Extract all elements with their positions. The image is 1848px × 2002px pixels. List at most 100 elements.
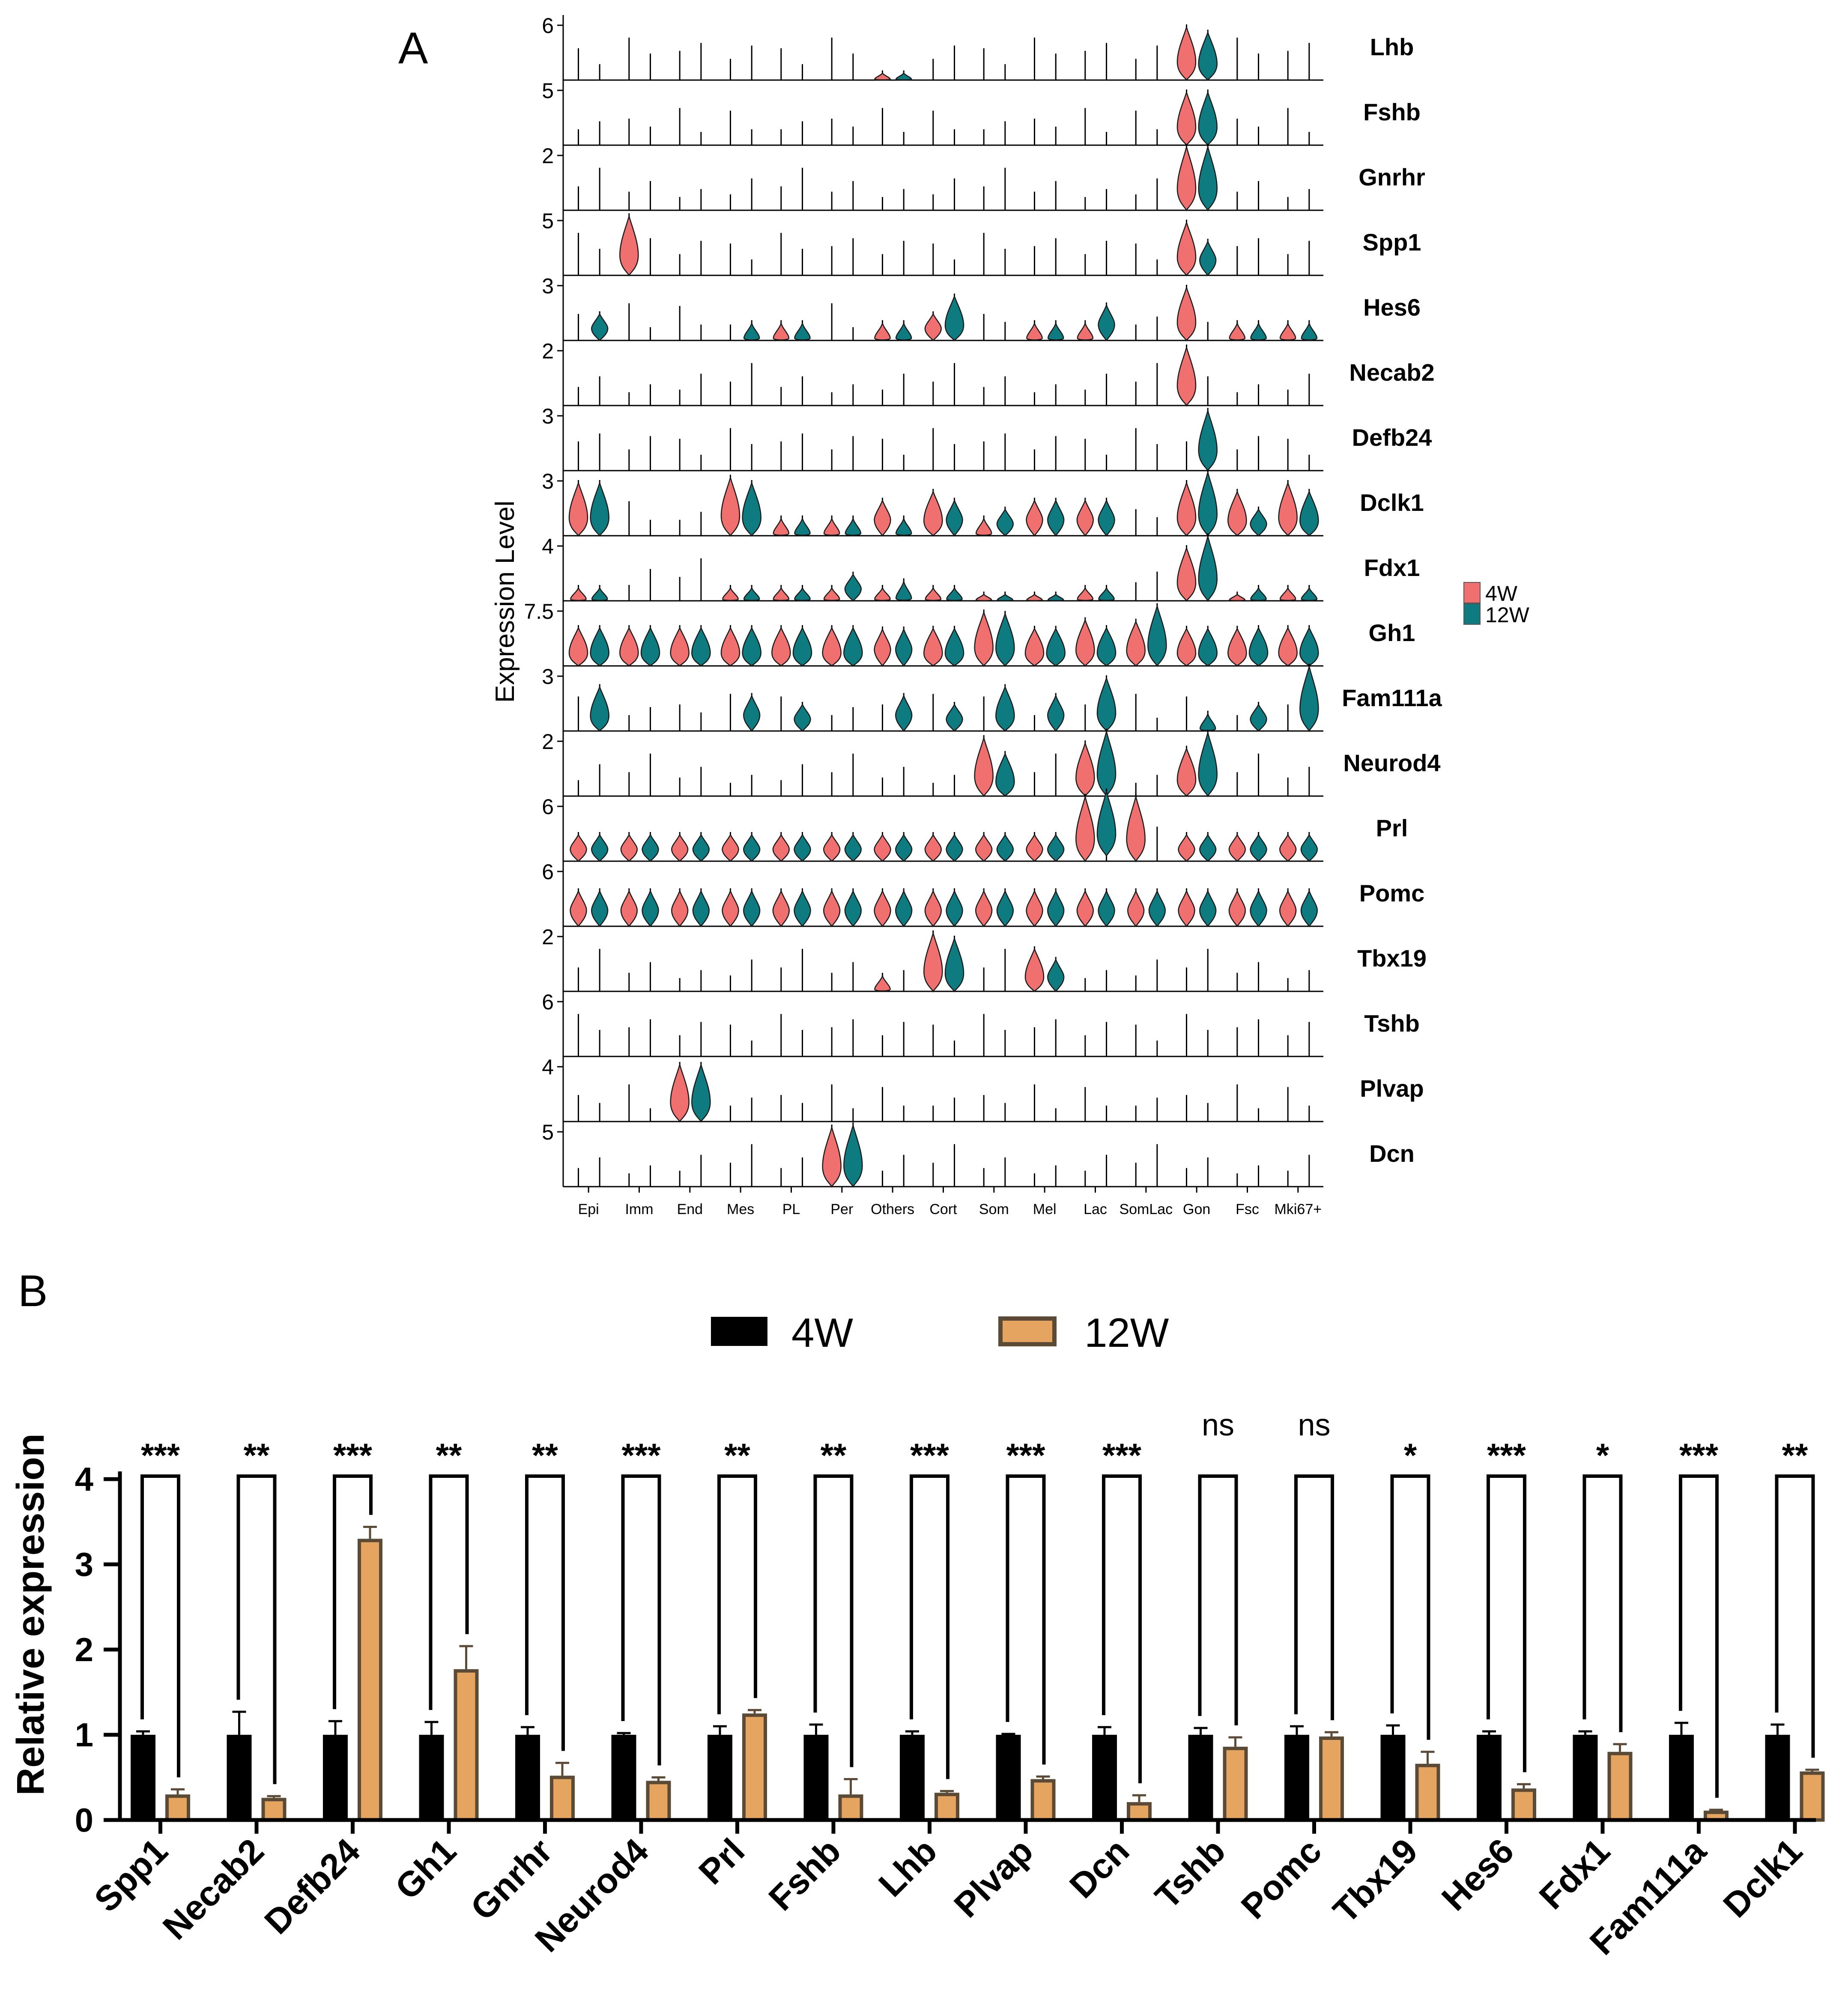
violin-12w	[996, 508, 1014, 537]
violin-4w	[1278, 626, 1298, 667]
violin-4w	[874, 975, 891, 992]
legend-swatch-4w-bar	[711, 1317, 767, 1346]
panel-b-y-axis: 0 1 2 3 4	[75, 1460, 122, 1839]
significance-bracket	[1102, 1474, 1142, 1784]
significance-label: ***	[621, 1436, 661, 1474]
violin-4w	[671, 833, 689, 862]
violin-4w	[823, 889, 841, 928]
bar-4w	[708, 1735, 732, 1820]
violin-4w	[1176, 746, 1197, 797]
violin-4w	[771, 626, 791, 667]
cell-type-label: Mel	[1033, 1201, 1057, 1217]
significance-bracket	[1390, 1474, 1430, 1740]
violin-4w	[570, 833, 587, 862]
violin-4w	[975, 593, 992, 601]
bar-4w	[1092, 1735, 1117, 1820]
bar-4w	[803, 1735, 829, 1820]
violin-row-fshb: 5 Fshb	[542, 79, 1421, 146]
violin-4w	[923, 627, 943, 667]
significance-bracket	[1006, 1474, 1046, 1765]
significance-bracket	[1198, 1474, 1238, 1725]
cell-type-label: End	[677, 1201, 703, 1217]
violin-12w	[997, 593, 1014, 601]
violin-4w	[1229, 322, 1246, 341]
bar-12w	[165, 1794, 190, 1822]
violin-12w	[1148, 889, 1166, 928]
cell-type-label: SomLac	[1119, 1201, 1173, 1217]
violin-4w	[671, 889, 689, 928]
row-y-tick-label: 2	[542, 925, 554, 949]
violin-12w	[1300, 833, 1318, 862]
bar-12w	[550, 1775, 575, 1822]
gene-label: Spp1	[1363, 229, 1421, 256]
significance-bracket	[140, 1474, 180, 1778]
gene-label: Pomc	[1359, 880, 1425, 907]
violin-12w	[895, 627, 913, 667]
violin-12w	[1047, 498, 1065, 537]
violin-12w	[946, 703, 963, 732]
violin-12w	[794, 587, 811, 601]
violin-4w	[1176, 146, 1197, 212]
violin-12w	[1098, 889, 1115, 928]
violin-12w	[844, 833, 862, 862]
violin-12w	[743, 694, 761, 732]
violin-4w	[924, 313, 942, 341]
violin-4w	[773, 587, 790, 601]
gene-label: Dclk1	[1360, 489, 1424, 516]
violin-12w	[742, 626, 761, 667]
panel-a-legend: 4W 12W	[1463, 582, 1530, 627]
cell-type-label: Epi	[578, 1201, 599, 1217]
violin-12w	[1047, 889, 1065, 928]
violin-4w	[823, 833, 841, 862]
y-tick-label-3: 3	[75, 1546, 93, 1583]
violin-12w	[1198, 146, 1218, 212]
violin-4w	[1176, 627, 1197, 667]
violin-12w	[895, 694, 913, 732]
violin-12w	[995, 752, 1015, 797]
violin-12w	[591, 587, 608, 601]
violin-4w	[823, 587, 840, 601]
gene-label: Dcn	[1369, 1140, 1415, 1167]
violin-4w	[1227, 489, 1247, 537]
violin-12w	[1250, 508, 1267, 537]
violin-row-dclk1: 3 Dclk1	[542, 469, 1424, 537]
violin-12w	[692, 833, 710, 862]
violin-4w	[874, 322, 891, 341]
bar-4w	[515, 1735, 540, 1820]
bar-4w	[419, 1735, 444, 1820]
violin-4w	[722, 889, 739, 928]
gene-label: Tshb	[1364, 1010, 1420, 1037]
bar-4w	[1477, 1735, 1502, 1820]
violin-12w	[1299, 489, 1319, 537]
significance-bracket	[1775, 1474, 1815, 1758]
violin-12w	[1047, 694, 1065, 732]
row-y-tick-label: 6	[542, 860, 554, 884]
violin-4w	[1024, 947, 1045, 993]
gene-label: Hes6	[1363, 294, 1421, 321]
panel-a-violin-plot: A Expression Level 6 Lhb 5 Fshb 2 Gnrhr 5 Spp1 3…	[398, 14, 1530, 1217]
violin-4w	[923, 489, 943, 537]
significance-bracket	[1679, 1474, 1719, 1798]
violin-row-fdx1: 4 Fdx1	[542, 533, 1420, 602]
violin-12w	[1096, 626, 1117, 667]
y-tick-label-0: 0	[75, 1801, 93, 1839]
significance-bracket	[1582, 1474, 1623, 1732]
y-tick-label-4: 4	[75, 1460, 93, 1498]
violin-12w	[944, 627, 964, 667]
bar-12w	[934, 1793, 959, 1822]
violin-12w	[1198, 627, 1218, 667]
violin-4w	[619, 626, 639, 667]
bar-4w	[1765, 1735, 1790, 1820]
violin-4w	[773, 322, 790, 341]
significance-bracket	[236, 1474, 277, 1784]
violin-12w	[1250, 703, 1267, 732]
violin-4w	[1279, 587, 1296, 601]
violin-12w	[692, 889, 710, 928]
violin-4w	[722, 587, 739, 601]
significance-label: ***	[141, 1436, 180, 1474]
cell-type-label: Lac	[1084, 1201, 1107, 1217]
legend-label-4w: 4W	[1485, 582, 1518, 606]
violin-4w	[1026, 889, 1043, 928]
bar-4w	[323, 1735, 348, 1820]
violin-4w	[1279, 833, 1297, 862]
